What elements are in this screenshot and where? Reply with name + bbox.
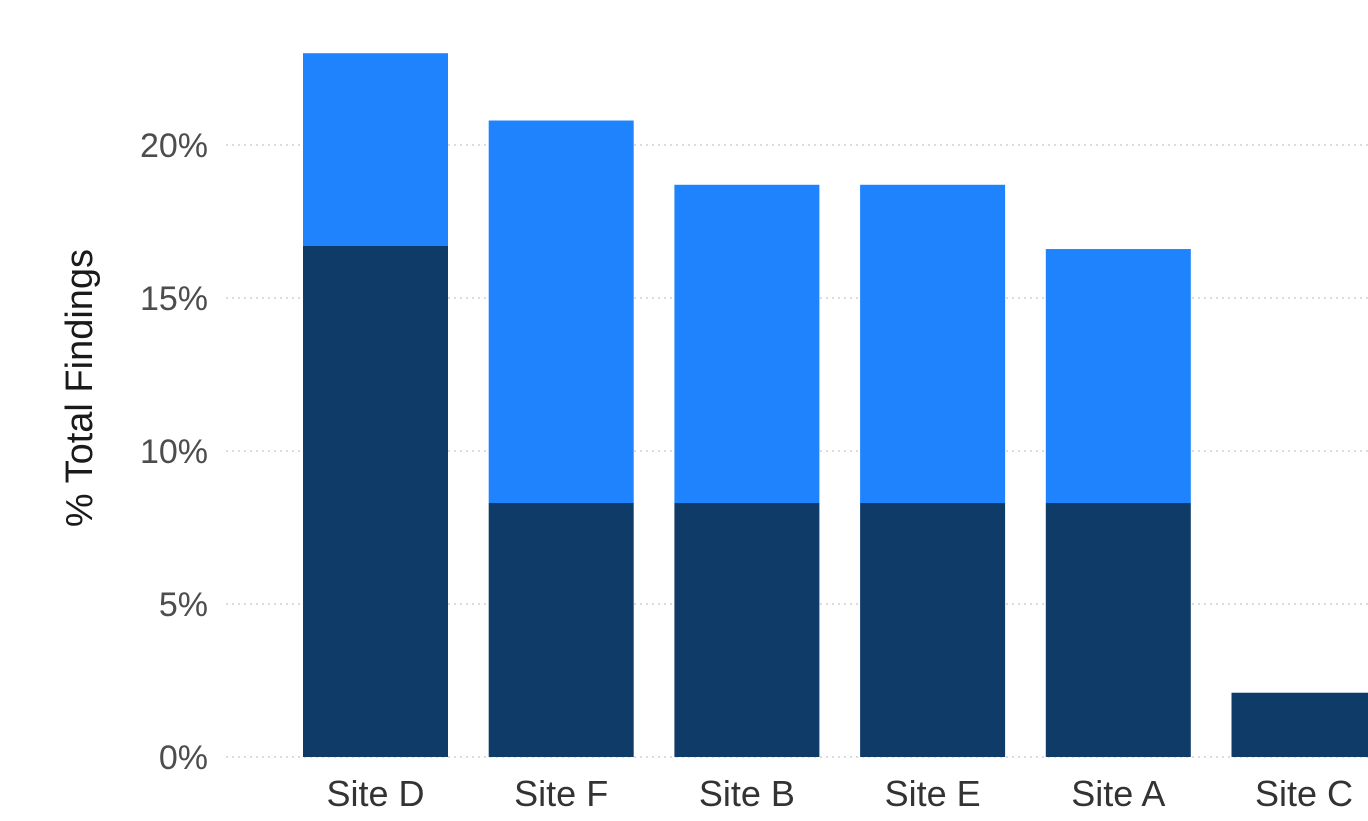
x-tick-label: Site C [1255,773,1353,814]
y-tick-label: 10% [140,433,208,471]
y-tick-label: 0% [159,739,208,777]
bar-segment [860,503,1005,757]
x-tick-label: Site B [699,773,795,814]
x-tick-label: Site F [514,773,608,814]
bar-segment [1046,249,1191,503]
x-tick-label: Site A [1071,773,1165,814]
y-axis-ticks: 0% 5% 10% 15% 20% [140,127,208,777]
x-axis-ticks: Site D Site F Site B Site E Site A Site C [326,773,1353,814]
bar-segment [1046,503,1191,757]
bar-segment [303,53,448,246]
y-tick-label: 15% [140,280,208,318]
y-tick-label: 20% [140,127,208,165]
y-tick-label: 5% [159,586,208,624]
bar-segment [303,246,448,757]
bars [303,53,1368,757]
bar-segment [674,503,819,757]
bar-segment [489,503,634,757]
bar-segment [674,185,819,503]
bar-segment [1232,693,1368,757]
x-tick-label: Site D [326,773,424,814]
x-tick-label: Site E [885,773,981,814]
y-axis-title: % Total Findings [59,249,101,527]
bar-segment [489,121,634,504]
bar-segment [860,185,1005,503]
